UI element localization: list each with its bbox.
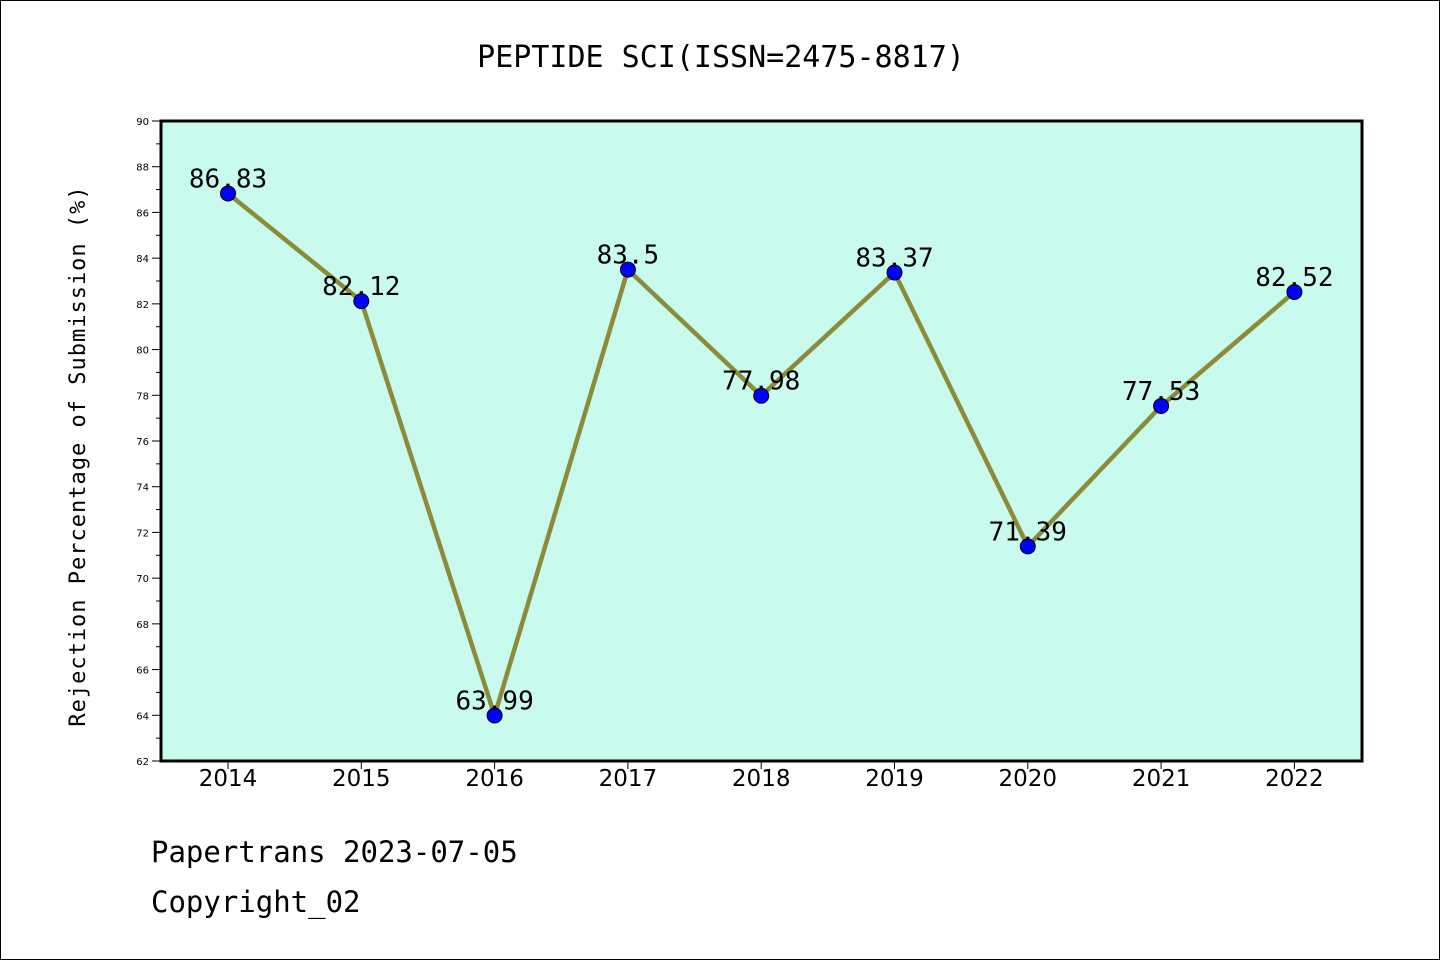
footer-copyright-text: Copyright_02 bbox=[151, 885, 361, 919]
chart-title: PEPTIDE SCI(ISSN=2475-8817) bbox=[477, 40, 965, 75]
data-point-label: 63.99 bbox=[455, 687, 533, 717]
data-point-marker bbox=[753, 387, 770, 404]
x-axis-ticks: 2014 2015 2016 2017 2018 2019 2020 2021 2022 bbox=[199, 761, 1324, 792]
x-tick-label: 2020 bbox=[999, 766, 1058, 792]
data-point-label: 71.39 bbox=[989, 517, 1067, 547]
x-tick-label: 2015 bbox=[332, 766, 391, 792]
data-point-markers bbox=[220, 185, 1303, 724]
data-point-marker bbox=[619, 261, 636, 278]
y-tick-label: 82 bbox=[136, 300, 149, 311]
x-tick-label: 2022 bbox=[1265, 766, 1324, 792]
data-point-label: 82.52 bbox=[1255, 263, 1333, 293]
data-point-marker bbox=[886, 264, 903, 281]
x-tick-label: 2014 bbox=[199, 766, 258, 792]
data-point-label: 77.53 bbox=[1122, 377, 1200, 407]
y-tick-label: 84 bbox=[136, 254, 149, 265]
data-point-marker bbox=[1153, 398, 1170, 415]
data-point-label: 83.5 bbox=[597, 241, 660, 271]
x-tick-label: 2017 bbox=[599, 766, 658, 792]
x-tick-label: 2016 bbox=[465, 766, 524, 792]
y-tick-label: 72 bbox=[136, 528, 149, 539]
y-tick-label: 74 bbox=[136, 483, 149, 494]
data-point-label: 86.83 bbox=[189, 164, 267, 194]
footer-date-text: Papertrans 2023-07-05 bbox=[151, 835, 518, 869]
data-point-label: 82.12 bbox=[322, 272, 400, 302]
x-tick-label: 2018 bbox=[732, 766, 791, 792]
y-tick-label: 90 bbox=[136, 117, 149, 128]
y-tick-label: 86 bbox=[136, 208, 149, 219]
y-tick-label: 80 bbox=[136, 346, 149, 357]
data-point-marker bbox=[1286, 283, 1303, 300]
y-tick-label: 62 bbox=[136, 757, 149, 768]
y-tick-label: 76 bbox=[136, 437, 149, 448]
x-tick-label: 2021 bbox=[1132, 766, 1191, 792]
y-tick-label: 88 bbox=[136, 163, 149, 174]
y-tick-label: 68 bbox=[136, 620, 149, 631]
data-point-marker bbox=[486, 707, 503, 724]
y-tick-label: 78 bbox=[136, 391, 149, 402]
data-labels: 86.83 82.12 63.99 83.5 77.98 83.37 71.39 77.53 8… bbox=[189, 164, 1334, 716]
y-tick-label: 70 bbox=[136, 574, 149, 585]
x-tick-label: 2019 bbox=[865, 766, 924, 792]
y-axis-ticks: 62 64 66 68 70 72 74 76 78 80 82 84 86 88 90 bbox=[136, 117, 161, 768]
plot-area bbox=[159, 119, 1364, 763]
data-point-marker bbox=[220, 185, 236, 202]
data-point-label: 77.98 bbox=[722, 367, 800, 397]
data-point-label: 83.37 bbox=[855, 244, 933, 274]
data-point-marker bbox=[1019, 538, 1036, 555]
y-tick-label: 64 bbox=[136, 711, 149, 722]
y-tick-label: 66 bbox=[136, 666, 149, 677]
data-point-marker bbox=[353, 293, 370, 310]
y-axis-label: Rejection Percentage of Submission (%) bbox=[66, 185, 91, 726]
